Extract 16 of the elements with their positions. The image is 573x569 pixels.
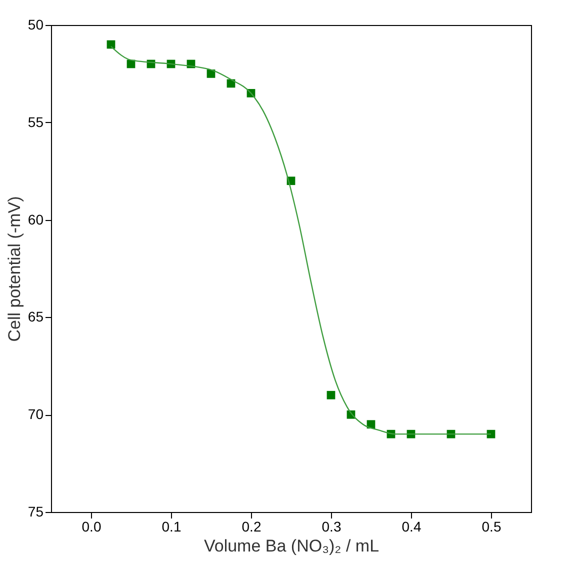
y-tick-label: 55 xyxy=(28,114,44,130)
y-tick-label: 50 xyxy=(28,16,44,32)
point xyxy=(486,430,496,438)
y-tick-label: 75 xyxy=(28,504,44,520)
y-tick-label: 60 xyxy=(28,211,44,228)
y-tick-label: 70 xyxy=(28,406,44,422)
x-tick-label: 0.3 xyxy=(322,518,342,534)
x-tick-label: 0.2 xyxy=(242,518,262,534)
x-tick-label: 0.5 xyxy=(482,518,502,534)
point xyxy=(326,390,336,400)
x-tick-label: 0.1 xyxy=(162,518,182,534)
x-axis-title: Volume Ba (NO₃)₂ / mL xyxy=(204,536,380,556)
x-tick-label: 0.0 xyxy=(82,518,102,534)
x-tick-label: 0.4 xyxy=(402,518,422,534)
y-axis-title: Cell potential (-mV) xyxy=(4,196,24,342)
y-tick-label: 65 xyxy=(28,308,44,325)
